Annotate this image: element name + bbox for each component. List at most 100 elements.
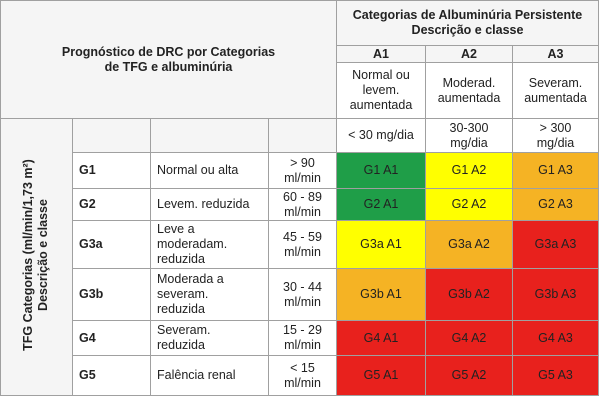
risk-cell: G3b A1 — [336, 268, 426, 321]
row-description-text: Moderada a — [157, 272, 224, 286]
risk-cell: G1 A1 — [336, 152, 426, 189]
column-range: 30-300 mg/dia — [425, 118, 513, 153]
row-description: Severam. reduzida — [150, 320, 269, 356]
column-description-text: aumentada — [349, 98, 413, 112]
row-description: Falência renal — [150, 355, 269, 396]
risk-cell: G3a A1 — [336, 220, 426, 269]
risk-cell: G5 A1 — [336, 355, 426, 396]
column-code-text: A2 — [461, 46, 477, 61]
row-description: Leve a moderadam. reduzida — [150, 220, 269, 269]
row-range-text: ml/min — [284, 338, 321, 352]
column-code: A2 — [425, 45, 513, 63]
left-title-text: Prognóstico de DRC por Categorias — [61, 44, 276, 59]
risk-cell: G3b A3 — [512, 268, 599, 321]
risk-cell-text: G1 A1 — [363, 163, 399, 177]
risk-cell-text: G3b A3 — [534, 287, 577, 301]
blank — [268, 118, 337, 153]
risk-cell-text: G4 A3 — [538, 330, 573, 345]
row-description-text: reduzida — [157, 252, 205, 266]
column-range-text: mg/dia — [450, 135, 488, 150]
risk-cell-text: G3a A1 — [360, 237, 402, 251]
risk-cell: G3a A2 — [425, 220, 513, 269]
row-description: Levem. reduzida — [150, 188, 269, 221]
risk-cell-text: G5 A3 — [538, 368, 573, 382]
column-code: A1 — [336, 45, 426, 63]
row-description-text: moderadam. — [157, 237, 228, 251]
row-code: G3a — [72, 220, 151, 269]
side-label-line: Descrição e classe — [36, 199, 50, 311]
left-title: Prognóstico de DRC por Categorias de TFG … — [0, 0, 337, 119]
blank — [150, 118, 269, 153]
column-description-text: aumentada — [524, 90, 587, 105]
row-range-text: ml/min — [284, 170, 321, 185]
row-code-text: G3b — [79, 287, 104, 301]
row-range-text: ml/min — [284, 244, 321, 259]
row-description: Normal ou alta — [150, 152, 269, 189]
risk-cell-text: G2 A1 — [363, 197, 399, 211]
row-description-text: Normal ou alta — [157, 163, 239, 177]
row-code-text: G1 — [79, 163, 96, 177]
left-title-text: de TFG e albuminúria — [104, 59, 233, 74]
column-description-text: Normal ou — [352, 68, 410, 82]
row-description-text: Levem. reduzida — [157, 197, 250, 211]
row-range-text: 45 - 59 — [283, 229, 322, 244]
risk-cell-text: G1 A2 — [451, 163, 487, 177]
blank — [72, 118, 151, 153]
risk-cell: G5 A3 — [512, 355, 599, 396]
row-range-text: > 90 — [290, 155, 315, 170]
row-code: G5 — [72, 355, 151, 396]
column-description-text: aumentada — [437, 90, 501, 105]
column-code-text: A3 — [547, 46, 564, 61]
row-code-text: G3a — [79, 237, 103, 251]
column-range: > 300 mg/dia — [512, 118, 599, 153]
risk-cell: G5 A2 — [425, 355, 513, 396]
risk-cell: G4 A3 — [512, 320, 599, 356]
column-range: < 30 mg/dia — [336, 118, 426, 153]
row-range: 30 - 44 ml/min — [268, 268, 337, 321]
risk-cell: G2 A2 — [425, 188, 513, 221]
row-code-text: G4 — [79, 330, 96, 345]
risk-cell-text: G3b A2 — [448, 287, 490, 301]
risk-cell: G3a A3 — [512, 220, 599, 269]
albuminuria-title-text: Categorias de Albuminúria Persistente — [352, 8, 583, 22]
risk-cell: G1 A3 — [512, 152, 599, 189]
column-range-text: 30-300 — [449, 120, 489, 135]
side-label-cell — [0, 118, 73, 396]
row-range-text: 30 - 44 — [283, 279, 322, 294]
risk-cell-text: G3a A3 — [534, 237, 577, 251]
risk-cell-text: G2 A2 — [451, 197, 487, 211]
risk-cell: G4 A2 — [425, 320, 513, 356]
row-description-text: Severam. — [157, 323, 211, 337]
column-description: Normal ou levem. aumentada — [336, 62, 426, 119]
row-description-text: Leve a — [157, 222, 195, 236]
row-range: 60 - 89 ml/min — [268, 188, 337, 221]
column-range-text: mg/dia — [536, 135, 575, 150]
side-label: TFG Categorias (ml/min/1,73 m²) Descrição… — [21, 125, 51, 385]
row-range-text: ml/min — [284, 294, 321, 309]
albuminuria-title: Categorias de Albuminúria Persistente Des… — [336, 0, 599, 46]
row-code: G4 — [72, 320, 151, 356]
albuminuria-title-text: Descrição e classe — [411, 23, 524, 37]
row-range: 15 - 29 ml/min — [268, 320, 337, 356]
risk-cell-text: G5 A2 — [451, 368, 487, 382]
row-description: Moderada a severam. reduzida — [150, 268, 269, 321]
row-code-text: G5 — [79, 368, 96, 382]
row-description-text: reduzida — [157, 338, 205, 352]
risk-cell-text: G4 A1 — [363, 330, 399, 345]
row-code-text: G2 — [79, 197, 96, 211]
column-description-text: levem. — [362, 83, 400, 97]
risk-cell: G4 A1 — [336, 320, 426, 356]
risk-cell-text: G4 A2 — [451, 330, 487, 345]
row-range-text: 60 - 89 — [283, 189, 322, 204]
row-description-text: Falência renal — [157, 368, 236, 382]
column-code: A3 — [512, 45, 599, 63]
row-range-text: < 15 — [290, 360, 315, 375]
risk-cell: G2 A1 — [336, 188, 426, 221]
column-code-text: A1 — [373, 46, 389, 61]
column-description: Moderad. aumentada — [425, 62, 513, 119]
row-description-text: reduzida — [157, 302, 205, 316]
risk-cell: G2 A3 — [512, 188, 599, 221]
column-description-text: Moderad. — [442, 75, 496, 90]
row-range-text: 15 - 29 — [283, 323, 322, 337]
